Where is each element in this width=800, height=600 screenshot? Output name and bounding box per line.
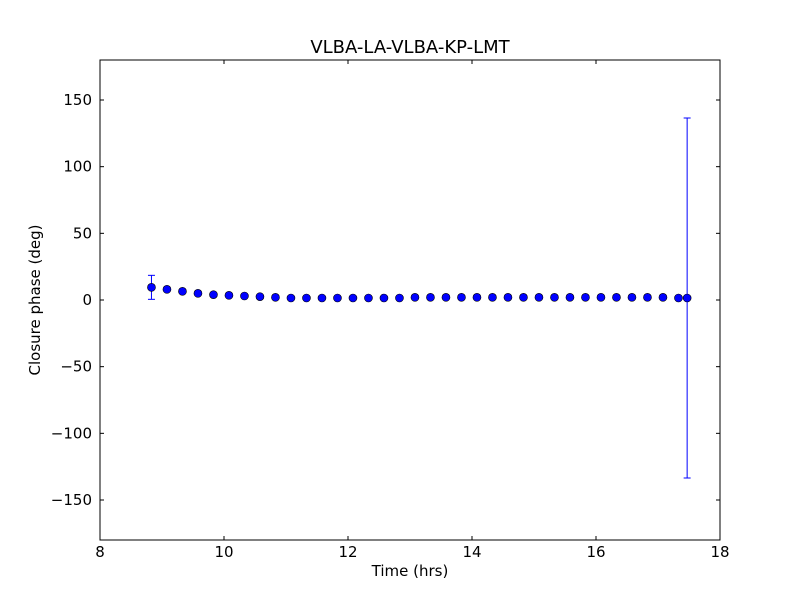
x-tick-label: 18 [710,543,729,561]
data-point [271,293,280,302]
data-point [534,293,544,302]
y-tick-label: −50 [60,358,92,376]
data-point [565,293,575,302]
data-point [612,293,621,302]
data-point [317,293,327,303]
data-point [457,293,466,302]
data-point [333,293,342,303]
data-point [643,293,652,302]
x-tick-label: 14 [462,543,481,561]
x-tick-label: 10 [214,543,233,561]
data-point [519,293,528,302]
data-point [162,285,172,294]
data-point [441,293,451,302]
data-point [209,290,218,299]
data-point [348,293,358,303]
chart-title: VLBA-LA-VLBA-KP-LMT [310,37,510,58]
y-tick-label: 100 [63,158,92,176]
y-tick-label: 0 [82,291,92,309]
data-point [658,293,668,302]
data-point [503,293,513,302]
plot-area [147,117,692,479]
data-point [286,293,296,303]
data-point [178,287,187,296]
x-tick-label: 12 [338,543,357,561]
data-point [550,293,559,302]
data-point [674,293,683,303]
data-point [302,293,311,303]
x-axis-label: Time (hrs) [371,562,449,580]
y-tick-label: 150 [63,91,92,109]
y-axis-label: Closure phase (deg) [26,225,44,376]
y-tick-label: −100 [51,424,92,442]
data-point [255,292,265,301]
data-point [224,291,234,300]
data-point [364,293,373,303]
data-point [596,293,606,302]
data-point [426,293,435,302]
data-point [682,293,692,303]
y-tick-label: −150 [51,491,92,509]
data-point [488,293,497,302]
axis-ticks [99,60,721,540]
x-tick-label: 16 [586,543,605,561]
data-point [395,293,404,303]
data-point [147,283,156,292]
data-point [581,293,590,302]
axis-tick-labels: 8 10 12 14 16 18 −150 −100 −50 0 50 100 150 [51,91,730,561]
y-tick-label: 50 [73,224,92,242]
axes-frame [99,59,721,541]
data-point [627,293,637,302]
data-point [193,289,203,298]
x-tick-label: 8 [95,543,105,561]
data-point [410,293,420,302]
data-point [379,293,389,303]
data-point [472,293,482,302]
data-point [240,291,249,301]
